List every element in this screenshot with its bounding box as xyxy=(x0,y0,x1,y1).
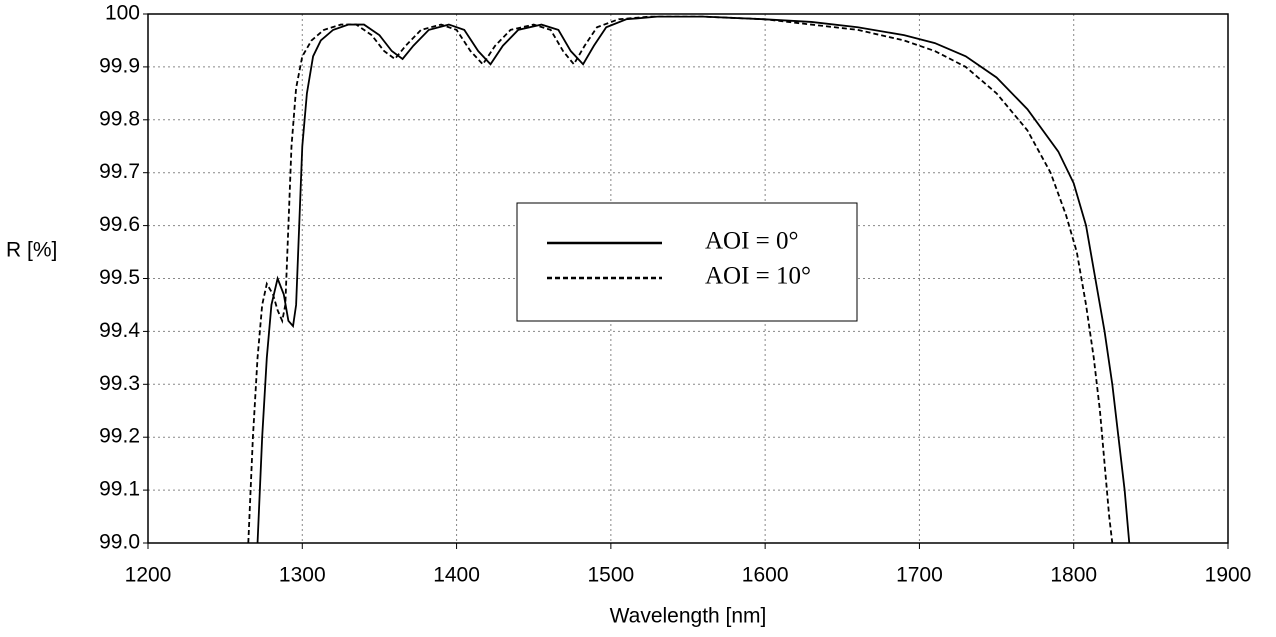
y-tick-label: 99.3 xyxy=(99,372,140,395)
y-tick-label: 99.5 xyxy=(99,266,140,289)
y-tick-label: 99.8 xyxy=(99,107,140,130)
x-tick-label: 1600 xyxy=(742,564,789,587)
x-tick-label: 1800 xyxy=(1050,564,1097,587)
legend-box xyxy=(516,202,858,322)
y-tick-label: 99.9 xyxy=(99,54,140,77)
y-tick-label: 99.6 xyxy=(99,213,140,236)
data-line xyxy=(256,15,1131,544)
legend-label: AOI = 10° xyxy=(705,263,811,290)
x-tick-label: 1700 xyxy=(896,564,943,587)
y-tick-label: 99.0 xyxy=(99,531,140,554)
x-axis-label: Wavelength [nm] xyxy=(610,605,767,628)
legend: AOI = 0° AOI = 10° xyxy=(516,202,858,322)
x-tick-label: 1400 xyxy=(433,564,480,587)
y-tick-label: 99.1 xyxy=(99,478,140,501)
y-tick-label: 99.7 xyxy=(99,160,140,183)
x-tick-label: 1900 xyxy=(1205,564,1252,587)
y-tick-label: 99.4 xyxy=(99,319,140,342)
y-tick-label: 99.2 xyxy=(99,425,140,448)
y-axis-label: R [%] xyxy=(6,239,57,262)
x-tick-label: 1300 xyxy=(279,564,326,587)
data-line xyxy=(247,15,1114,544)
legend-label: AOI = 0° xyxy=(705,228,799,255)
y-tick-label: 100 xyxy=(105,2,140,25)
x-tick-label: 1200 xyxy=(125,564,172,587)
plot-frame xyxy=(147,13,1229,544)
x-tick-label: 1500 xyxy=(587,564,634,587)
